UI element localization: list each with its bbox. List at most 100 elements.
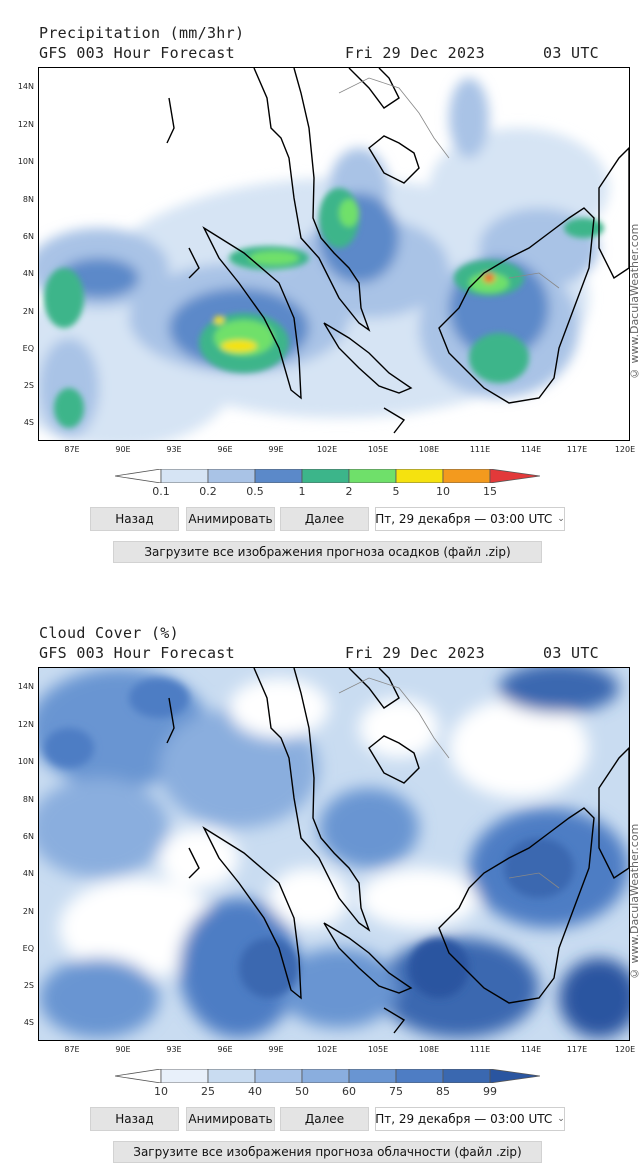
lon-label: 102E [316, 445, 338, 454]
download-precip-zip-button[interactable]: Загрузите все изображения прогноза осадк… [113, 541, 542, 563]
lat-label: 14N [17, 682, 34, 691]
legend-tick: 1 [298, 485, 306, 498]
lon-label: 102E [316, 1045, 338, 1054]
cloud-time-label: 03 UTC [543, 644, 599, 662]
forecast-time-select-value: Пт, 29 декабря — 03:00 UTC [375, 1112, 553, 1126]
lat-label: 8N [22, 195, 34, 204]
precip-date-label: Fri 29 Dec 2023 [345, 44, 485, 62]
lon-label: 108E [418, 445, 440, 454]
lat-label: EQ [22, 344, 34, 353]
precip-map[interactable] [38, 67, 630, 441]
legend-swatch [301, 469, 350, 483]
lon-label: 111E [469, 1045, 491, 1054]
forecast-time-select[interactable]: Пт, 29 декабря — 03:00 UTC ⌄ [375, 507, 565, 531]
lat-label: 14N [17, 82, 34, 91]
legend-tick: 25 [201, 1085, 215, 1098]
lat-label: 6N [22, 832, 34, 841]
precip-time-label: 03 UTC [543, 44, 599, 62]
lat-label: 4N [22, 269, 34, 278]
legend-tick: 2 [345, 485, 353, 498]
lat-label: 2S [23, 981, 34, 990]
legend-swatch [207, 469, 256, 483]
legend-tick: 15 [483, 485, 497, 498]
legend-swatch [348, 1069, 397, 1083]
legend-tick: 85 [436, 1085, 450, 1098]
back-button[interactable]: Назад [90, 1107, 179, 1131]
lon-label: 117E [566, 445, 588, 454]
lon-label: 99E [268, 1045, 284, 1054]
legend-swatch [442, 469, 491, 483]
lat-label: EQ [22, 944, 34, 953]
lon-label: 93E [166, 445, 182, 454]
lon-label: 108E [418, 1045, 440, 1054]
lat-label: 2S [23, 381, 34, 390]
chevron-down-icon: ⌄ [557, 514, 565, 524]
legend-swatch [254, 469, 303, 483]
lon-label: 87E [64, 445, 80, 454]
forecast-time-select[interactable]: Пт, 29 декабря — 03:00 UTC ⌄ [375, 1107, 565, 1131]
lat-label: 2N [22, 307, 34, 316]
lat-label: 10N [17, 757, 34, 766]
legend-tick: 60 [342, 1085, 356, 1098]
precip-title: Precipitation (mm/3hr) [39, 24, 245, 42]
legend-swatch [395, 1069, 444, 1083]
legend-swatch [207, 1069, 256, 1083]
next-button[interactable]: Далее [280, 507, 369, 531]
watermark: © www.DaculaWeather.com [628, 823, 640, 980]
lon-label: 96E [217, 1045, 233, 1054]
lon-label: 120E [614, 1045, 636, 1054]
cloud-panel: Cloud Cover (%) GFS 003 Hour Forecast Fr… [0, 600, 640, 1163]
lat-label: 8N [22, 795, 34, 804]
legend-tick: 40 [248, 1085, 262, 1098]
watermark: © www.DaculaWeather.com [628, 223, 640, 380]
lon-label: 93E [166, 1045, 182, 1054]
lon-label: 87E [64, 1045, 80, 1054]
lon-label: 117E [566, 1045, 588, 1054]
download-cloud-zip-button[interactable]: Загрузите все изображения прогноза облач… [113, 1141, 542, 1163]
cloud-map[interactable] [38, 667, 630, 1041]
legend-swatch [254, 1069, 303, 1083]
lat-label: 12N [17, 120, 34, 129]
legend-swatch [395, 469, 444, 483]
legend-swatch [489, 1069, 540, 1083]
legend-swatch [348, 469, 397, 483]
lat-label: 6N [22, 232, 34, 241]
precip-panel: Precipitation (mm/3hr) GFS 003 Hour Fore… [17, 24, 640, 563]
legend-swatch [489, 469, 540, 483]
lon-label: 105E [367, 445, 389, 454]
precip-model-label: GFS 003 Hour Forecast [39, 44, 235, 62]
lon-label: 120E [614, 445, 636, 454]
lon-label: 105E [367, 1045, 389, 1054]
legend-swatch [442, 1069, 491, 1083]
next-button[interactable]: Далее [280, 1107, 369, 1131]
legend-swatch [160, 469, 209, 483]
animate-button[interactable]: Анимировать [186, 507, 275, 531]
lon-label: 96E [217, 445, 233, 454]
lat-label: 10N [17, 157, 34, 166]
lat-label: 4S [23, 418, 34, 427]
lon-label: 99E [268, 445, 284, 454]
lat-label: 4S [23, 1018, 34, 1027]
legend-tick: 10 [436, 485, 450, 498]
lat-label: 12N [17, 720, 34, 729]
precip-map-image [39, 68, 629, 440]
legend-tick: 0.1 [152, 485, 170, 498]
legend-tick: 75 [389, 1085, 403, 1098]
forecast-time-select-value: Пт, 29 декабря — 03:00 UTC [375, 512, 553, 526]
legend-tick: 50 [295, 1085, 309, 1098]
legend-swatch [115, 1069, 162, 1083]
animate-button[interactable]: Анимировать [186, 1107, 275, 1131]
legend-swatch [160, 1069, 209, 1083]
lat-label: 4N [22, 869, 34, 878]
back-button[interactable]: Назад [90, 507, 179, 531]
lat-label: 2N [22, 907, 34, 916]
cloud-title: Cloud Cover (%) [39, 624, 179, 642]
legend-tick: 5 [392, 485, 400, 498]
chevron-down-icon: ⌄ [557, 1114, 565, 1124]
legend-tick: 0.5 [246, 485, 264, 498]
precip-color-legend [115, 469, 540, 483]
lon-label: 114E [520, 445, 542, 454]
legend-swatch [301, 1069, 350, 1083]
cloud-color-legend [115, 1069, 540, 1083]
legend-tick: 0.2 [199, 485, 217, 498]
